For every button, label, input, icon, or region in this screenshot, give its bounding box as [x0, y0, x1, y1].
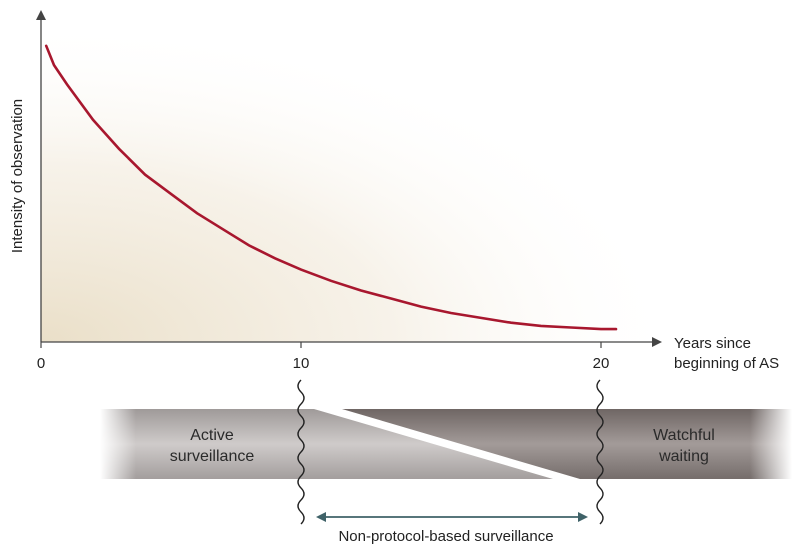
watchful-band-right-fade [750, 409, 792, 479]
active-band-left-fade [100, 409, 136, 479]
intensity-curve [44, 44, 618, 331]
x-axis-label-line-2: beginning of AS [674, 355, 779, 372]
x-tick-label-20: 20 [593, 355, 610, 372]
break-line-10 [297, 379, 305, 525]
watchful-waiting-band [342, 409, 792, 479]
active-surveillance-label-line-1: Active [190, 427, 234, 444]
non-protocol-range-label: Non-protocol-based surveillance [338, 528, 553, 545]
watchful-waiting-label-line-2: waiting [658, 448, 709, 465]
surveillance-bands: Active surveillance Watchful waiting [100, 379, 792, 525]
y-axis-label: Intensity of observation [9, 99, 26, 253]
watchful-waiting-label-line-1: Watchful [653, 427, 715, 444]
x-tick-label-0: 0 [37, 355, 45, 372]
x-tick-label-10: 10 [293, 355, 310, 372]
plot-background [41, 20, 681, 342]
x-axis-label-line-1: Years since [674, 335, 751, 352]
break-line-20 [596, 379, 604, 525]
active-surveillance-label-line-2: surveillance [170, 448, 255, 465]
active-surveillance-band [100, 409, 553, 479]
